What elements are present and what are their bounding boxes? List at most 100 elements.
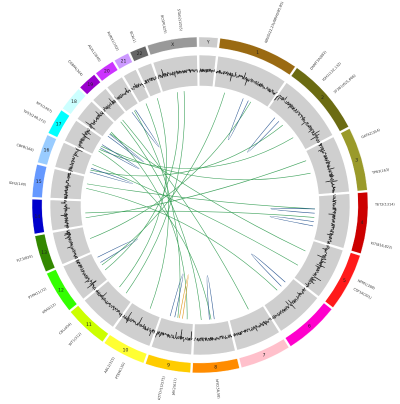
link-3	[85, 210, 315, 218]
ideogram-chr5	[324, 252, 361, 308]
chrom-label-chr11: 11	[86, 322, 92, 328]
cnv-signal-chr19	[102, 98, 117, 113]
ideogram-chr17	[47, 109, 70, 138]
ideogram-chrX	[147, 36, 198, 56]
gene-label-20: IDH2(140)	[9, 181, 27, 187]
cnv-signal-chr17	[77, 127, 91, 149]
cnv-signal-chr15	[63, 172, 72, 200]
link-6	[122, 119, 249, 310]
chrom-label-chr18: 18	[71, 99, 77, 105]
cnv-signal-chr10	[122, 311, 156, 336]
gene-label-14: ABL1(315)	[103, 356, 116, 374]
ideogram-chr13	[34, 233, 56, 272]
link-9	[145, 103, 169, 309]
cnv-signal-chr1	[215, 70, 278, 95]
cnv-signal-chr14	[60, 200, 70, 229]
ideogram-chr11	[70, 305, 109, 343]
chrom-label-chr3: 3	[355, 157, 358, 163]
link-23	[269, 216, 314, 227]
cnv-signal-chr21	[130, 82, 145, 91]
ideogram-chr14	[31, 199, 45, 235]
link-4	[109, 133, 306, 252]
gene-label-0: NRAS(22,23)/NRAS(85,85)	[264, 0, 285, 43]
chrom-label-chr5: 5	[343, 278, 346, 284]
gene-label-26: RUNX1(162)	[106, 31, 120, 52]
link-8	[134, 110, 181, 318]
gene-label-5: TP63(163)	[371, 168, 391, 175]
gene-label-11: JAK2(617)	[171, 377, 178, 396]
link-22	[270, 207, 315, 214]
ideogram-chr16	[37, 134, 57, 166]
ideogram-chr19	[79, 74, 101, 95]
ideogram-chr12	[46, 269, 78, 311]
link-17	[86, 183, 315, 210]
chrom-label-chr17: 17	[56, 121, 62, 127]
chrom-label-chr22: 22	[137, 51, 143, 57]
cnv-track-bg-chr8	[192, 320, 236, 356]
chrom-label-chr10: 10	[123, 347, 129, 353]
chrom-label-chr12: 12	[58, 288, 64, 294]
gene-label-29: STAG2(1055)	[177, 9, 183, 32]
ideogram-chr9	[145, 354, 192, 373]
ideogram-chr1	[218, 37, 296, 76]
gene-label-25: ASXL1(646)	[87, 44, 102, 63]
gene-label-1: DNMT3A(882)	[309, 49, 328, 70]
cnv-signal-chr2	[273, 94, 321, 143]
gene-label-4: GATA2(354)	[361, 128, 382, 140]
chrom-label-chr6: 6	[308, 323, 311, 329]
gene-label-7: KIT(816,822)	[370, 241, 393, 250]
cnv-signal-chr13	[64, 229, 79, 260]
link-28	[89, 167, 133, 184]
link-19	[125, 91, 185, 294]
cnv-signal-chr3	[318, 142, 338, 194]
chrom-label-chrY: Y	[206, 40, 210, 46]
link-10	[119, 98, 167, 288]
ideogram-chr4	[350, 191, 369, 254]
ideogram-chr22	[129, 45, 149, 62]
cnv-track-layer	[49, 54, 351, 356]
chrom-label-chr16: 16	[44, 148, 50, 154]
link-5	[86, 188, 278, 291]
cnv-track-bg-chrX	[152, 54, 199, 93]
chrom-label-chr14: 14	[35, 214, 41, 220]
gene-label-10: MYC(58,58)	[215, 379, 221, 399]
gene-label-27: BCR(1)	[129, 31, 137, 44]
cnv-baseline-chr17	[78, 128, 90, 148]
chrom-label-chr7: 7	[263, 352, 266, 358]
ideogram-chr18	[62, 88, 87, 115]
gene-label-21: CBFB(166)	[16, 143, 35, 153]
chrom-label-chr13: 13	[41, 250, 47, 256]
cnv-signal-chr11	[95, 290, 123, 318]
gene-label-2: IDH1(132,132)	[322, 61, 343, 82]
ideogram-chr2	[290, 67, 349, 132]
link-26	[169, 273, 184, 318]
gene-label-24: CEBPA(304)	[67, 59, 84, 77]
gene-label-19: FLT3(835)	[16, 254, 34, 263]
gene-label-23: NF1(1467)	[36, 101, 54, 114]
cnv-signal-chr9	[155, 329, 193, 342]
ideogram-chr21	[114, 52, 133, 70]
gene-label-3: SF3B1(625,666)	[333, 73, 357, 94]
cnv-signal-chr7	[232, 317, 272, 337]
cnv-signal-chr6	[272, 287, 306, 319]
gene-label-22: TP53(248,273)	[22, 109, 48, 125]
chrom-label-chr4: 4	[361, 220, 364, 226]
ideogram-chr10	[103, 334, 148, 364]
link-2	[101, 145, 311, 181]
chrom-label-chr19: 19	[87, 82, 93, 88]
link-7	[98, 150, 212, 320]
chrom-label-chrX: X	[171, 42, 174, 48]
cnv-signal-chr18	[85, 110, 105, 130]
ideogram-chrY	[198, 36, 219, 49]
cnv-signal-chr22	[144, 76, 157, 85]
chrom-label-chr1: 1	[256, 50, 259, 56]
gene-label-layer: NRAS(22,23)/NRAS(85,85) DNMT3A(882)IDH1(1…	[9, 0, 396, 401]
gene-label-13: PTEN(130)	[115, 361, 127, 379]
cnv-signal-chr5	[305, 245, 330, 288]
cnv-signal-chr20	[114, 87, 131, 100]
link-21	[247, 117, 280, 153]
cnv-signal-chr16	[67, 147, 83, 172]
chrom-label-chr8: 8	[214, 365, 217, 371]
